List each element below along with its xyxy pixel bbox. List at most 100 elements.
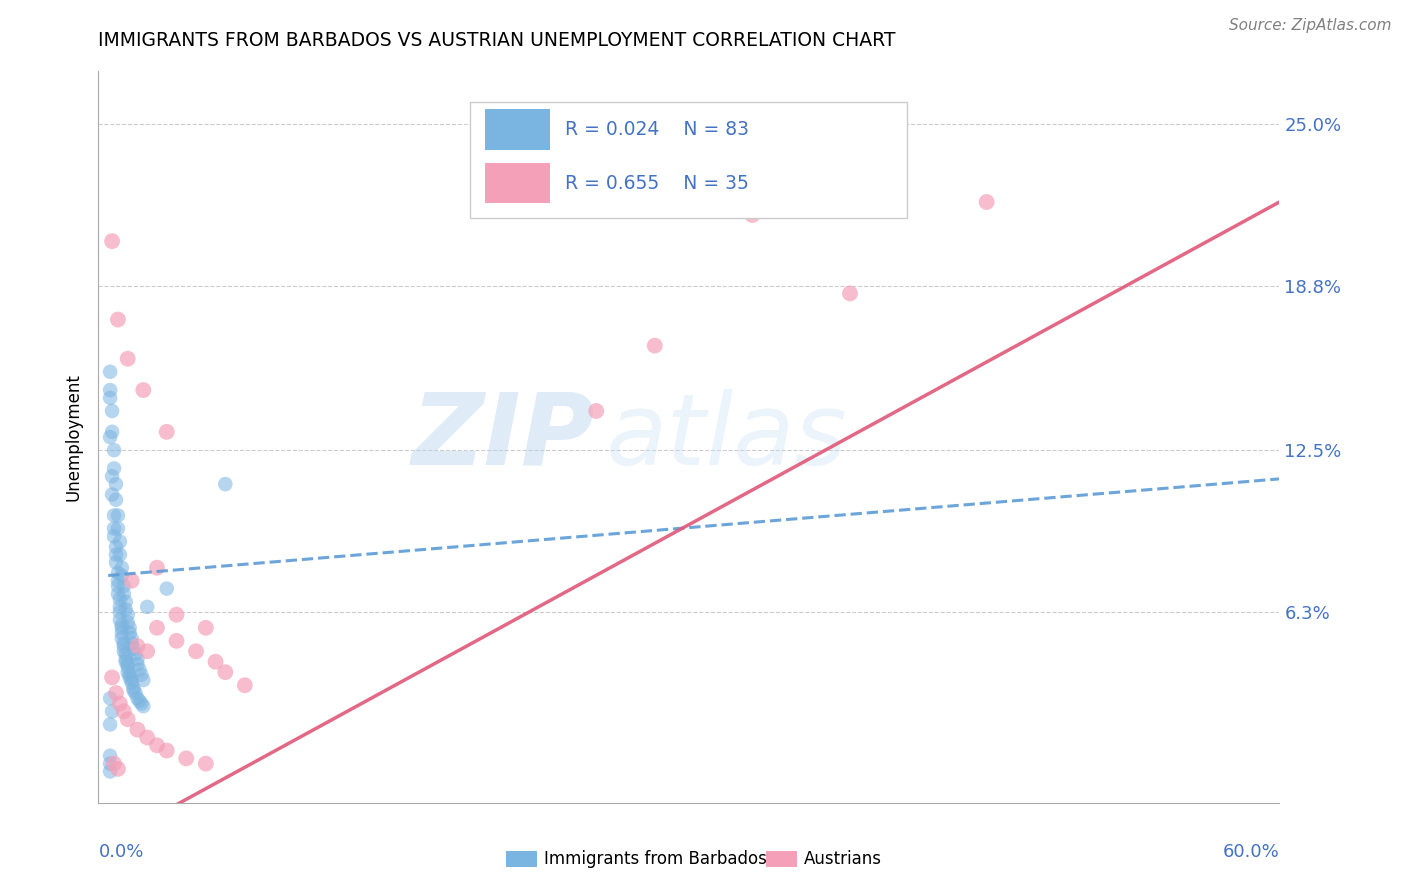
Y-axis label: Unemployment: Unemployment: [65, 373, 83, 501]
Point: [108, 534, 131, 549]
Point: [101, 234, 124, 248]
Point: [108, 697, 131, 711]
Point: [98, 756, 121, 771]
Point: [112, 644, 135, 658]
Point: [114, 594, 136, 608]
Point: [98, 691, 121, 706]
Text: 0.0%: 0.0%: [98, 843, 143, 861]
Point: [108, 605, 131, 619]
Point: [976, 194, 998, 209]
Point: [101, 425, 124, 439]
Text: atlas: atlas: [606, 389, 848, 485]
Point: [104, 540, 127, 554]
FancyBboxPatch shape: [485, 163, 550, 203]
Point: [127, 723, 149, 737]
Point: [117, 660, 139, 674]
Point: [107, 574, 129, 588]
Point: [98, 365, 121, 379]
Point: [103, 461, 125, 475]
Point: [146, 560, 169, 574]
Point: [103, 756, 125, 771]
Text: Source: ZipAtlas.com: Source: ZipAtlas.com: [1229, 18, 1392, 33]
Point: [136, 599, 159, 614]
Point: [644, 339, 666, 353]
Point: [114, 652, 136, 666]
Point: [107, 579, 129, 593]
Point: [104, 492, 127, 507]
Point: [122, 641, 145, 656]
Point: [98, 430, 121, 444]
Point: [98, 717, 121, 731]
Point: [131, 667, 153, 682]
Point: [121, 636, 143, 650]
Point: [107, 312, 129, 326]
Point: [121, 632, 143, 646]
Point: [146, 621, 169, 635]
Text: ZIP: ZIP: [412, 389, 595, 485]
Point: [111, 560, 134, 574]
Point: [98, 748, 121, 763]
Point: [118, 626, 141, 640]
Point: [98, 764, 121, 779]
Point: [136, 731, 159, 745]
Point: [132, 673, 155, 687]
Point: [112, 579, 135, 593]
Point: [111, 568, 134, 582]
Point: [156, 582, 179, 596]
Point: [132, 383, 155, 397]
Text: IMMIGRANTS FROM BARBADOS VS AUSTRIAN UNEMPLOYMENT CORRELATION CHART: IMMIGRANTS FROM BARBADOS VS AUSTRIAN UNE…: [98, 31, 896, 50]
Point: [111, 626, 134, 640]
Point: [166, 633, 188, 648]
Point: [101, 487, 124, 501]
Point: [114, 602, 136, 616]
Point: [121, 675, 143, 690]
Point: [114, 655, 136, 669]
Point: [194, 621, 217, 635]
Point: [107, 521, 129, 535]
Point: [122, 681, 145, 695]
Text: Austrians: Austrians: [804, 850, 882, 868]
Point: [124, 686, 146, 700]
Point: [103, 529, 125, 543]
Point: [118, 670, 141, 684]
Point: [107, 762, 129, 776]
Point: [124, 647, 146, 661]
Point: [104, 686, 127, 700]
Point: [839, 286, 862, 301]
Point: [117, 712, 139, 726]
Point: [104, 548, 127, 562]
Point: [103, 508, 125, 523]
Point: [118, 621, 141, 635]
Point: [121, 673, 143, 687]
Point: [108, 548, 131, 562]
Point: [156, 743, 179, 757]
Point: [127, 652, 149, 666]
Point: [112, 705, 135, 719]
Point: [117, 615, 139, 630]
Point: [132, 699, 155, 714]
Point: [101, 404, 124, 418]
Point: [117, 665, 139, 680]
Point: [131, 697, 153, 711]
Text: R = 0.655    N = 35: R = 0.655 N = 35: [565, 174, 749, 193]
Point: [233, 678, 256, 692]
Point: [98, 391, 121, 405]
Point: [107, 587, 129, 601]
Point: [174, 751, 197, 765]
Point: [114, 647, 136, 661]
Point: [127, 691, 149, 706]
Point: [117, 351, 139, 366]
Point: [156, 425, 179, 439]
Point: [214, 665, 236, 680]
Point: [112, 639, 135, 653]
Point: [204, 655, 226, 669]
Point: [117, 607, 139, 622]
Point: [108, 613, 131, 627]
Point: [104, 477, 127, 491]
Point: [121, 574, 143, 588]
Text: Immigrants from Barbados: Immigrants from Barbados: [544, 850, 768, 868]
Point: [146, 739, 169, 753]
Point: [111, 632, 134, 646]
Point: [117, 657, 139, 672]
Point: [101, 670, 124, 684]
